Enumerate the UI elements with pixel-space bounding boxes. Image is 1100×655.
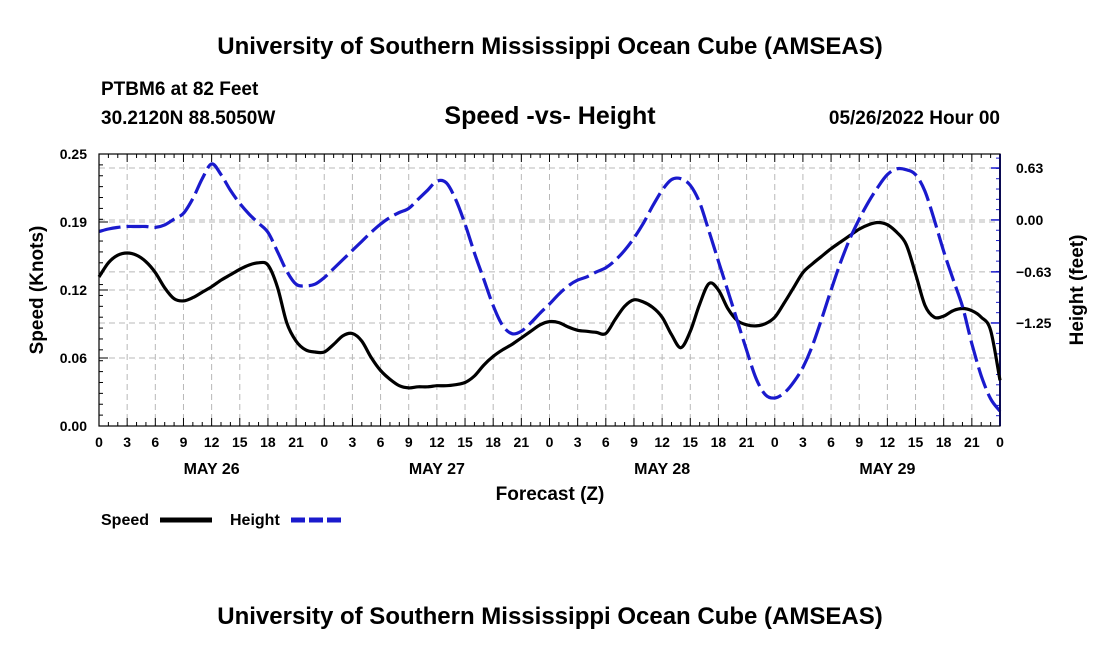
x-tick-label: 18 [936, 434, 952, 450]
y-right-tick-label: −1.25 [1016, 315, 1052, 331]
y-left-tick-label: 0.19 [60, 214, 87, 230]
x-tick-label: 6 [151, 434, 159, 450]
y-left-tick-label: 0.06 [60, 350, 87, 366]
datetime-label: 05/26/2022 Hour 00 [829, 108, 1000, 129]
y-left-tick-label: 0.12 [60, 282, 87, 298]
x-tick-label: 0 [996, 434, 1004, 450]
legend-height-label: Height [230, 512, 280, 529]
x-tick-label: 9 [630, 434, 638, 450]
y-right-tick-label: −0.63 [1016, 264, 1052, 280]
x-tick-label: 3 [349, 434, 357, 450]
x-tick-label: 3 [799, 434, 807, 450]
x-tick-label: 12 [880, 434, 896, 450]
x-tick-label: 9 [855, 434, 863, 450]
x-tick-label: 9 [405, 434, 413, 450]
chart-title: Speed -vs- Height [444, 102, 656, 130]
x-tick-label: 12 [429, 434, 445, 450]
x-tick-label: 18 [711, 434, 727, 450]
plot-frame [98, 153, 1001, 427]
grid-lines [99, 154, 1000, 426]
station-label: PTBM6 at 82 Feet [101, 79, 259, 100]
x-tick-label: 21 [514, 434, 530, 450]
x-tick-label: 9 [180, 434, 188, 450]
x-tick-label: 21 [288, 434, 304, 450]
x-tick-label: 0 [95, 434, 103, 450]
y-axis-left-title: Speed (Knots) [27, 226, 48, 355]
x-tick-label: 0 [546, 434, 554, 450]
x-tick-label: 6 [377, 434, 385, 450]
series-height-line [98, 162, 1002, 413]
x-tick-label: 0 [320, 434, 328, 450]
x-tick-label: 0 [771, 434, 779, 450]
x-tick-label: 3 [574, 434, 582, 450]
legend-speed-label: Speed [101, 512, 149, 529]
x-tick-label: 12 [204, 434, 220, 450]
legend: Speed Height [101, 512, 343, 529]
x-tick-label: 6 [827, 434, 835, 450]
x-tick-label: 18 [260, 434, 276, 450]
x-tick-label: 18 [485, 434, 501, 450]
x-axis-title: Forecast (Z) [496, 484, 605, 505]
y-axis-right-title: Height (feet) [1067, 235, 1088, 346]
x-tick-label: 12 [654, 434, 670, 450]
x-tick-label: 15 [682, 434, 698, 450]
y-right-tick-label: 0.00 [1016, 212, 1043, 228]
tick-labels: 0 3 6 9 12 15 18 21 0 3 6 9 12 15 18 21 0 3 6 9 12 15 18 21 0 3 6 9… [60, 146, 1052, 478]
x-tick-label: 21 [739, 434, 755, 450]
x-tick-label: 21 [964, 434, 980, 450]
coordinates-label: 30.2120N 88.5050W [101, 108, 275, 129]
x-tick-label: 15 [908, 434, 924, 450]
x-tick-label: 15 [457, 434, 473, 450]
top-title: University of Southern Mississippi Ocean… [217, 33, 882, 60]
x-tick-label: 6 [602, 434, 610, 450]
day-label: MAY 26 [184, 461, 240, 478]
day-label: MAY 28 [634, 461, 690, 478]
x-tick-label: 3 [123, 434, 131, 450]
y-left-tick-label: 0.00 [60, 418, 87, 434]
y-left-tick-label: 0.25 [60, 146, 87, 162]
series-lines [97, 162, 1002, 413]
day-label: MAY 27 [409, 461, 465, 478]
bottom-title: University of Southern Mississippi Ocean… [217, 603, 882, 630]
y-right-tick-label: 0.63 [1016, 160, 1043, 176]
x-tick-label: 15 [232, 434, 248, 450]
day-label: MAY 29 [859, 461, 915, 478]
